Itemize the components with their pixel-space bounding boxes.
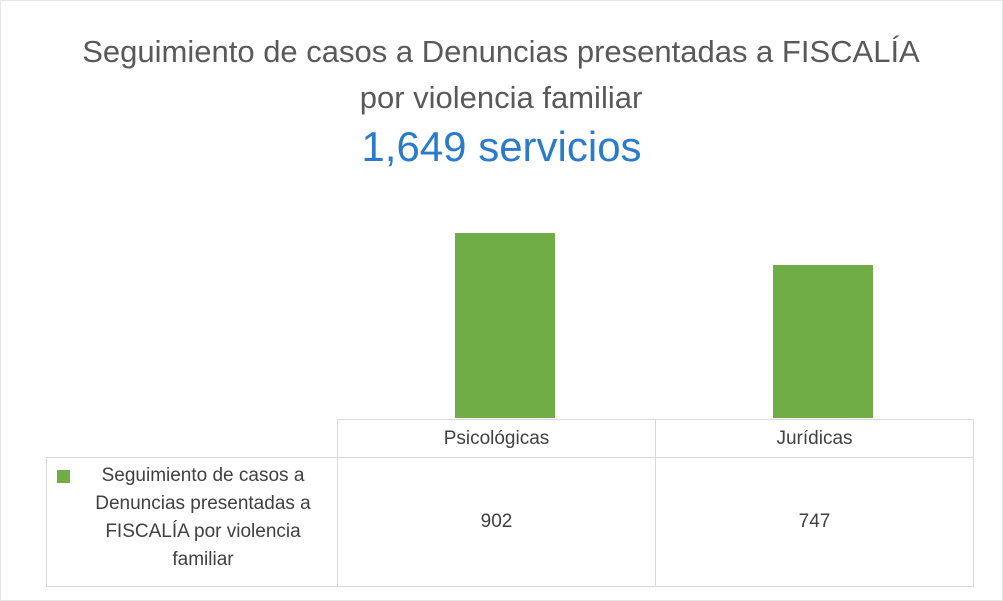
chart-subtitle: 1,649 servicios: [361, 123, 642, 170]
legend-label: Seguimiento de casos a Denuncias present…: [95, 465, 311, 570]
table-value-cell: 747: [655, 457, 974, 587]
table-header-cell: Psicológicas: [337, 419, 656, 458]
table-header-cell: Jurídicas: [655, 419, 974, 458]
legend-key: [57, 470, 70, 483]
bar: [455, 233, 555, 418]
bar: [773, 264, 873, 418]
chart-title: Seguimiento de casos a Denuncias present…: [82, 34, 920, 115]
table-value-cell: 902: [337, 457, 656, 587]
legend-cell: Seguimiento de casos a Denuncias present…: [46, 457, 338, 587]
